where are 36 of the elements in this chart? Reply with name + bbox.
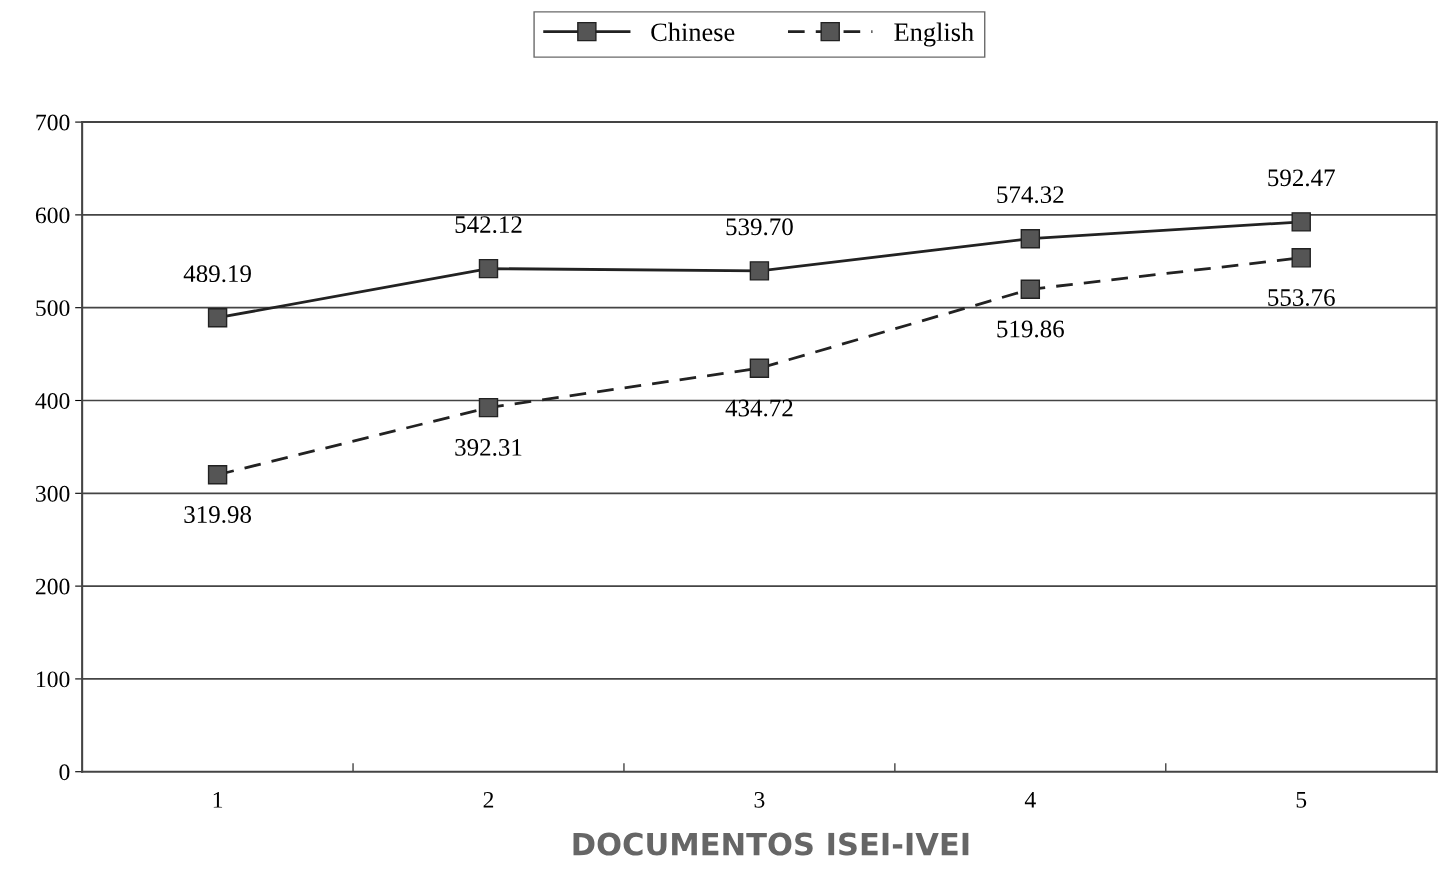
data-label: 392.31 [455, 438, 522, 456]
data-label: 574.32 [997, 186, 1064, 204]
y-tick-label: 100 [36, 671, 70, 688]
data-label: 434.72 [725, 399, 793, 417]
data-label: 489.19 [183, 265, 251, 283]
y-tick-label: 0 [59, 764, 70, 781]
x-tick-label: 4 [1024, 792, 1036, 808]
point [1020, 228, 1041, 249]
y-tick-label: 300 [36, 485, 70, 502]
data-label: 553.76 [1268, 289, 1335, 307]
point [1291, 248, 1311, 268]
legend-label: English [894, 22, 974, 47]
legend-label: Chinese [651, 22, 735, 42]
y-tick-label: 200 [35, 578, 70, 595]
data-label: 542.12 [455, 216, 522, 234]
x-tick-label: 3 [754, 791, 765, 808]
data-label: 319.98 [184, 506, 252, 524]
point [1291, 212, 1311, 232]
data-label: 519.86 [997, 320, 1064, 338]
point [478, 397, 499, 418]
point [749, 261, 770, 281]
y-tick-label: 700 [36, 114, 70, 131]
point [207, 308, 228, 328]
text: DOCUMENTOS ISEI-IVEI [573, 832, 969, 856]
point [749, 358, 770, 378]
y-tick-label: 400 [35, 392, 70, 409]
point [478, 258, 499, 279]
y-tick-label: 500 [36, 300, 70, 317]
x-tick-label: 2 [483, 791, 494, 808]
x-tick-label: 5 [1296, 792, 1307, 808]
data-label: 592.47 [1268, 169, 1335, 187]
data-label: 539.70 [726, 218, 793, 236]
point [207, 465, 228, 485]
x-tick-label: 1 [213, 791, 223, 808]
y-tick-label: 600 [35, 207, 70, 224]
point [1020, 279, 1041, 299]
